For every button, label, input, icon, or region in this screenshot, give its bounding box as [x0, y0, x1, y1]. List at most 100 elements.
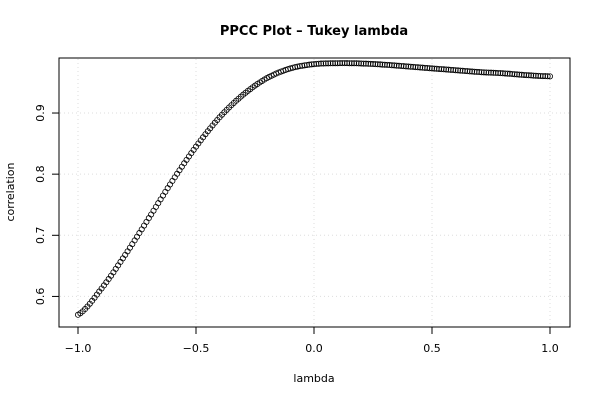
data-point	[421, 64, 428, 71]
data-point	[433, 65, 440, 72]
data-point	[141, 222, 148, 229]
y-tick-label: 0.6	[34, 288, 47, 306]
data-point	[355, 60, 362, 67]
grid-lines	[60, 59, 569, 326]
data-point	[400, 63, 407, 70]
data-point	[332, 60, 339, 67]
data-point	[155, 200, 162, 207]
data-point	[339, 60, 346, 67]
data-point	[483, 69, 490, 76]
y-tick-label: 0.9	[34, 104, 47, 122]
data-point	[518, 71, 525, 78]
data-point	[516, 71, 523, 78]
data-point	[157, 196, 164, 203]
data-point	[360, 60, 367, 67]
data-point	[436, 65, 443, 72]
plot-frame	[58, 57, 571, 328]
y-tick-label: 0.7	[34, 227, 47, 245]
data-point	[136, 230, 143, 237]
data-point	[152, 203, 159, 210]
data-point	[348, 60, 355, 67]
data-point	[478, 69, 485, 76]
data-point	[417, 64, 424, 71]
data-point	[313, 60, 320, 67]
data-point	[471, 68, 478, 75]
data-point	[525, 72, 532, 79]
y-axis-label: correlation	[4, 162, 17, 221]
data-point	[490, 69, 497, 76]
data-point	[327, 60, 334, 67]
data-point	[346, 60, 353, 67]
data-point	[403, 63, 410, 70]
data-point	[469, 68, 476, 75]
data-point	[499, 70, 506, 77]
data-point	[462, 67, 469, 74]
data-point	[431, 65, 438, 72]
data-point	[358, 60, 365, 67]
data-point	[419, 64, 426, 71]
data-point	[440, 66, 447, 73]
data-point	[544, 73, 551, 80]
data-point	[372, 61, 379, 68]
data-point	[485, 69, 492, 76]
data-point	[530, 72, 537, 79]
data-point	[315, 60, 322, 67]
data-point	[487, 69, 494, 76]
data-point	[398, 62, 405, 69]
y-axis: 0.6 0.7 0.8 0.9	[34, 104, 60, 306]
data-point	[306, 61, 313, 68]
x-tick-label: 1.0	[541, 342, 559, 355]
data-point	[344, 60, 351, 67]
chart-title: PPCC Plot – Tukey lambda	[220, 24, 408, 39]
data-point	[159, 192, 166, 199]
data-point	[351, 60, 358, 67]
data-point	[325, 60, 332, 67]
data-point	[374, 61, 381, 68]
data-point	[480, 69, 487, 76]
data-point	[459, 67, 466, 74]
data-point	[391, 62, 398, 69]
data-point	[407, 63, 414, 70]
data-point	[450, 67, 457, 74]
data-point	[148, 211, 155, 218]
data-point	[381, 61, 388, 68]
data-point	[353, 60, 360, 67]
data-points	[75, 60, 554, 318]
data-point	[377, 61, 384, 68]
data-point	[329, 60, 336, 67]
x-tick-label: 0.5	[423, 342, 441, 355]
data-point	[492, 69, 499, 76]
data-point	[393, 62, 400, 69]
data-point	[414, 64, 421, 71]
data-point	[547, 73, 554, 80]
data-point	[511, 71, 518, 78]
data-point	[542, 73, 549, 80]
data-point	[521, 71, 528, 78]
y-tick-label: 0.8	[34, 165, 47, 183]
data-point	[464, 68, 471, 75]
data-point	[365, 60, 372, 67]
data-point	[138, 226, 145, 233]
data-point	[395, 62, 402, 69]
data-point	[466, 68, 473, 75]
data-point	[150, 207, 157, 214]
data-point	[506, 70, 513, 77]
data-point	[504, 70, 511, 77]
data-point	[509, 71, 516, 78]
data-point	[532, 72, 539, 79]
data-point	[308, 61, 315, 68]
data-point	[528, 72, 535, 79]
x-tick-label: −0.5	[183, 342, 210, 355]
data-point	[447, 66, 454, 73]
data-point	[454, 67, 461, 74]
data-point	[497, 70, 504, 77]
data-point	[535, 72, 542, 79]
data-point	[502, 70, 509, 77]
x-tick-label: −1.0	[65, 342, 92, 355]
data-point	[334, 60, 341, 67]
data-point	[336, 60, 343, 67]
data-point	[320, 60, 327, 67]
data-point	[388, 62, 395, 69]
data-point	[452, 67, 459, 74]
